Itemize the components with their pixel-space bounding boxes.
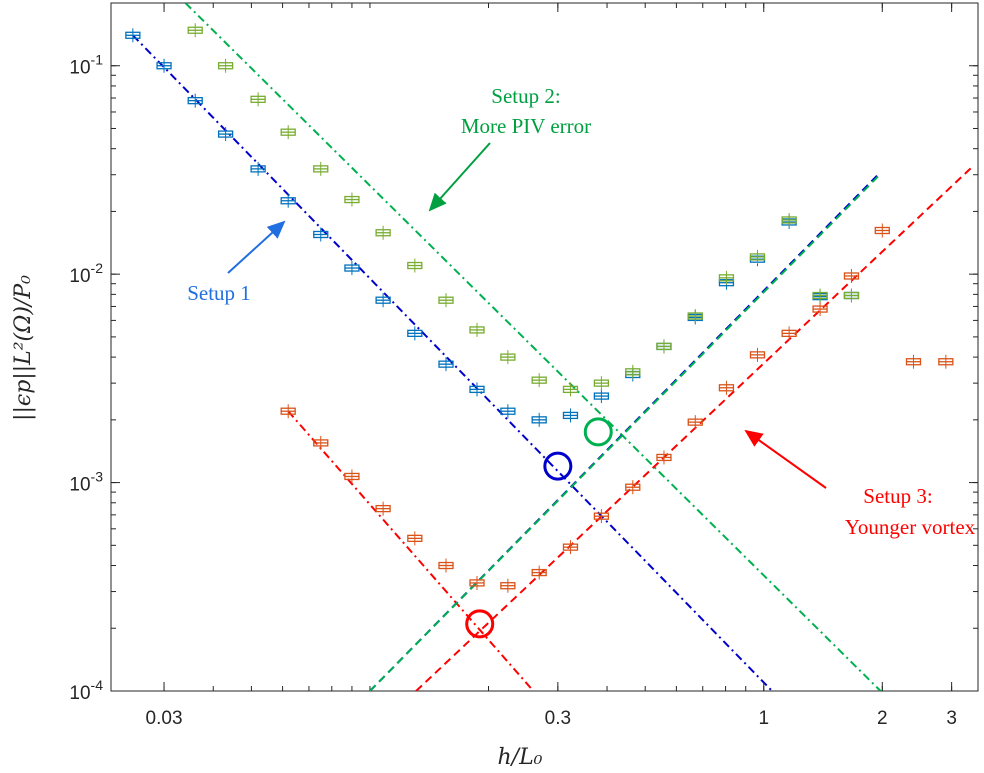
data-point [687,308,703,323]
x-axis-ticks: 0.03 0.3 1 2 3 [146,3,957,729]
fit-line [415,165,974,691]
x-tick-label: 2 [877,708,888,729]
annotation-setup2-arrow [428,142,491,212]
annotation-setup2-line2: More PIV error [461,114,591,138]
data-point [407,326,423,341]
data-point [500,404,516,419]
data-point [593,389,610,404]
highlight-circle [583,417,613,447]
data-point [250,92,266,107]
data-point [217,58,234,73]
data-point [687,415,703,430]
data-point [344,469,360,484]
data-point [250,161,266,176]
annotation-setup3-line1: Setup 3: [863,484,932,508]
data-point [843,268,860,283]
data-point [375,225,391,240]
data-point [438,357,454,372]
y-axis-label: ||ϵp||L²(Ω)/P₀ [11,275,36,421]
data-point [217,127,234,142]
annotation-setup1-arrow [227,220,286,274]
data-point [593,376,610,391]
data-point [531,565,547,580]
x-axis-label: h/L₀ [497,745,542,770]
data-point [469,382,485,397]
data-point [781,212,797,227]
annotation-setup1-line1: Setup 1 [187,281,251,305]
data-point [531,412,547,427]
fit-line [287,410,535,691]
highlight-circle [465,609,495,639]
fit-line [369,174,881,691]
data-point [812,302,828,317]
data-point [781,326,797,341]
data-point [562,408,579,423]
data-point [656,450,672,465]
annotation-setup3-arrow [744,429,827,489]
data-point [187,93,203,108]
data-point [344,192,360,207]
data-point [500,350,516,365]
annotation-setup2-line1: Setup 2: [491,84,560,108]
data-point [625,480,641,495]
data-point [469,575,485,590]
data-point [531,373,547,388]
data-point [344,261,360,276]
y-tick-label: 10-1 [69,52,103,79]
data-point [407,258,423,273]
annotation-setup1: Setup 1 [187,220,286,305]
data-point [812,288,828,303]
data-point [280,125,296,140]
fit-line [184,3,882,691]
data-point [843,288,860,303]
plot-area [110,2,979,692]
y-tick-label: 10-4 [69,677,103,704]
data-point [375,501,391,516]
data-point [500,578,516,593]
data-point [469,322,485,337]
data-point [562,540,579,555]
x-tick-label: 1 [758,708,769,729]
data-point [438,558,454,573]
data-point [313,227,329,242]
data-point [718,380,735,395]
data-point [313,435,329,450]
y-tick-label: 10-2 [69,260,103,287]
data-point [625,364,641,379]
data-point [749,249,766,264]
x-tick-label: 0.3 [545,708,571,729]
annotation-setup3: Setup 3: Younger vortex [744,429,976,539]
data-point [313,161,329,176]
data-point [718,270,735,285]
data-point [905,354,922,369]
y-axis-ticks: 10-1 10-2 10-3 10-4 [69,52,978,704]
data-point [156,58,172,73]
highlight-circle [543,451,573,481]
data-point [375,293,391,308]
data-point [656,339,672,354]
annotation-setup2: Setup 2: More PIV error [428,84,591,212]
x-tick-label: 3 [946,708,957,729]
data-point [280,193,296,208]
data-point [749,347,766,362]
annotation-setup3-line2: Younger vortex [845,515,976,539]
data-point [562,382,579,397]
y-tick-label: 10-3 [69,469,103,496]
data-point [187,23,203,38]
highlight-circles [465,417,613,639]
data-point [280,404,296,419]
data-point [125,28,141,43]
x-tick-label: 0.03 [146,708,183,729]
data-point [438,293,454,308]
data-point [938,354,954,369]
data-point [874,223,890,238]
data-point [593,509,610,524]
data-point [407,531,423,546]
data-markers [125,23,954,593]
